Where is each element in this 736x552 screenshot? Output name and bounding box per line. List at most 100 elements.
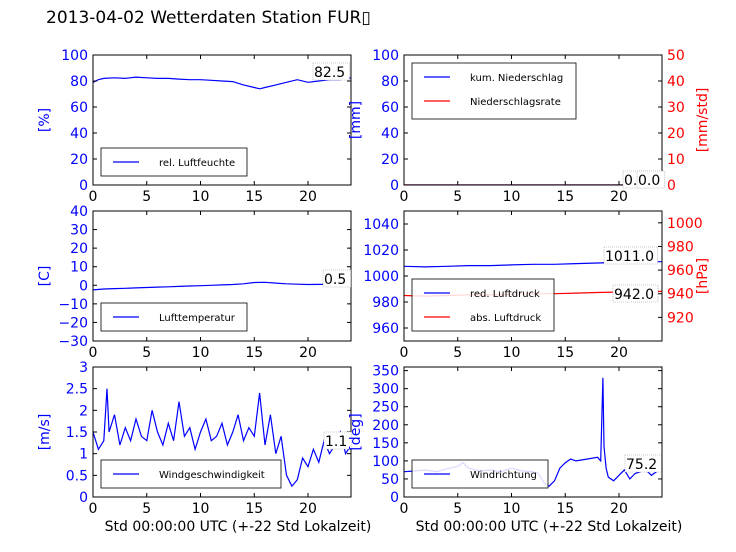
last-value-label: 82.5: [314, 65, 345, 81]
y-tick-label-right: 980: [667, 239, 694, 255]
value-label-box: [624, 454, 662, 473]
y-axis-label: [%]: [37, 108, 53, 132]
x-tick-label: 0: [89, 501, 98, 517]
y-axis-label: [mm]: [348, 101, 364, 139]
panel-pressure: 0 5 10 15 20 960 980 1000 1020 1040 920 940 960 980 10…: [363, 210, 711, 361]
x-tick-label: 0: [400, 345, 409, 361]
value-label-box: [312, 62, 350, 81]
x-axis-label: Std 00:00:00 UTC (+-22 Std Lokalzeit): [105, 519, 372, 535]
y-tick-label: 0: [79, 490, 88, 506]
x-tick-label: 20: [610, 345, 628, 361]
value-label-box: [603, 246, 658, 265]
y-tick-label: 300: [372, 382, 399, 398]
last-value-label: 1.1: [325, 434, 347, 450]
x-tick-label: 20: [610, 501, 628, 517]
value-label-box: [636, 170, 666, 189]
y-tick-label: 60: [70, 100, 88, 116]
legend-entry: rel. Luftfeuchte: [159, 158, 235, 169]
x-tick-label: 5: [453, 345, 462, 361]
y-tick-label-right: 960: [667, 263, 694, 279]
y-tick-label: 980: [372, 295, 399, 311]
x-tick-label: 5: [453, 189, 462, 205]
y-tick-label: 0: [79, 178, 88, 194]
x-tick-label: 10: [192, 345, 210, 361]
y-axis-label: [C]: [37, 266, 53, 287]
y-tick-label-right: 10: [667, 152, 685, 168]
last-value-label: 942.0: [614, 287, 654, 303]
last-value-label: 0.5: [324, 272, 346, 288]
legend-box: [411, 278, 555, 332]
x-tick-label: 15: [245, 345, 263, 361]
y-tick-label: 0: [79, 278, 88, 294]
y-tick-label: 80: [70, 74, 88, 90]
x-tick-label: 20: [299, 189, 317, 205]
x-tick-label: 10: [503, 501, 521, 517]
legend: Lufttemperatur: [100, 302, 248, 332]
y-tick-label: 1000: [363, 269, 399, 285]
y-axis-label: [deg]: [348, 413, 364, 450]
panel-windspeed: 0 5 10 15 20 0 0.5 1 1.5 2 2.5 3 [m/s] Std 00:00:00 U…: [37, 360, 371, 535]
legend-entry: abs. Luftdruck: [470, 313, 541, 324]
panel-humidity: 0 5 10 15 20 0 20 40 60 80 100 [%] rel. Luftfeuchte 8…: [37, 48, 352, 205]
x-tick-label: 5: [453, 501, 462, 517]
y-tick-label: 0.5: [66, 468, 88, 484]
x-tick-label: 10: [192, 189, 210, 205]
x-tick-label: 5: [142, 501, 151, 517]
series-line-humidity-0: [93, 76, 351, 90]
last-value-label: 75.2: [626, 457, 657, 473]
y-tick-label: 1.5: [66, 425, 88, 441]
panel-precip: 0 5 10 15 20 0 20 40 60 80 100 0 10 20 30 40 50 [mm] [mm/s…: [348, 48, 711, 205]
y-tick-label-right: 50: [667, 48, 685, 64]
y-axis-label-right: [hPa]: [695, 258, 711, 294]
legend-entry: Windrichtung: [470, 470, 537, 481]
y-tick-label: −30: [58, 334, 88, 350]
series-line-windspeed-0: [93, 388, 351, 488]
x-tick-label: 5: [142, 345, 151, 361]
x-axis-label: Std 00:00:00 UTC (+-22 Std Lokalzeit): [416, 519, 683, 535]
y-tick-label-right: 0: [667, 178, 676, 194]
x-tick-label: 15: [245, 501, 263, 517]
y-tick-label: 960: [372, 321, 399, 337]
y-axis-label: [m/s]: [37, 414, 53, 451]
x-tick-label: 15: [245, 189, 263, 205]
y-tick-label: 200: [372, 418, 399, 434]
y-tick-label: 80: [381, 74, 399, 90]
y-tick-label: 50: [381, 472, 399, 488]
x-tick-label: 0: [400, 189, 409, 205]
value-label-box: [612, 284, 659, 303]
y-tick-label-right: 940: [667, 287, 694, 303]
y-tick-label-right: 40: [667, 74, 685, 90]
value-label-box: [322, 269, 352, 288]
x-tick-label: 0: [89, 345, 98, 361]
y-tick-label: 350: [372, 364, 399, 380]
plot-frame: [92, 210, 352, 342]
y-tick-label: 40: [381, 126, 399, 142]
y-tick-label: 1020: [363, 243, 399, 259]
x-tick-label: 15: [556, 501, 574, 517]
missing-glyph-icon: ▯: [361, 8, 371, 28]
x-tick-label: 10: [503, 345, 521, 361]
legend: rel. Luftfeuchte: [100, 147, 248, 177]
x-tick-label: 5: [142, 189, 151, 205]
x-tick-label: 20: [610, 189, 628, 205]
y-tick-label: 100: [61, 48, 88, 64]
x-tick-label: 20: [299, 345, 317, 361]
legend-entry: Lufttemperatur: [159, 313, 236, 324]
y-tick-label: 100: [372, 48, 399, 64]
legend-entry: Niederschlagsrate: [470, 97, 561, 108]
y-tick-label: 40: [70, 204, 88, 220]
plot-frame: [92, 54, 352, 186]
x-tick-label: 20: [299, 501, 317, 517]
y-tick-label-right: 20: [667, 126, 685, 142]
y-tick-label: 250: [372, 400, 399, 416]
y-tick-label: 40: [70, 126, 88, 142]
x-tick-label: 0: [400, 501, 409, 517]
series-line-temperature-0: [93, 281, 351, 291]
legend-entry: red. Luftdruck: [470, 289, 540, 300]
y-tick-label: 20: [381, 152, 399, 168]
y-tick-label: 10: [70, 260, 88, 276]
y-tick-label: 2.5: [66, 382, 88, 398]
legend: Windrichtung: [411, 459, 549, 489]
x-tick-label: 0: [89, 189, 98, 205]
x-tick-label: 15: [556, 189, 574, 205]
